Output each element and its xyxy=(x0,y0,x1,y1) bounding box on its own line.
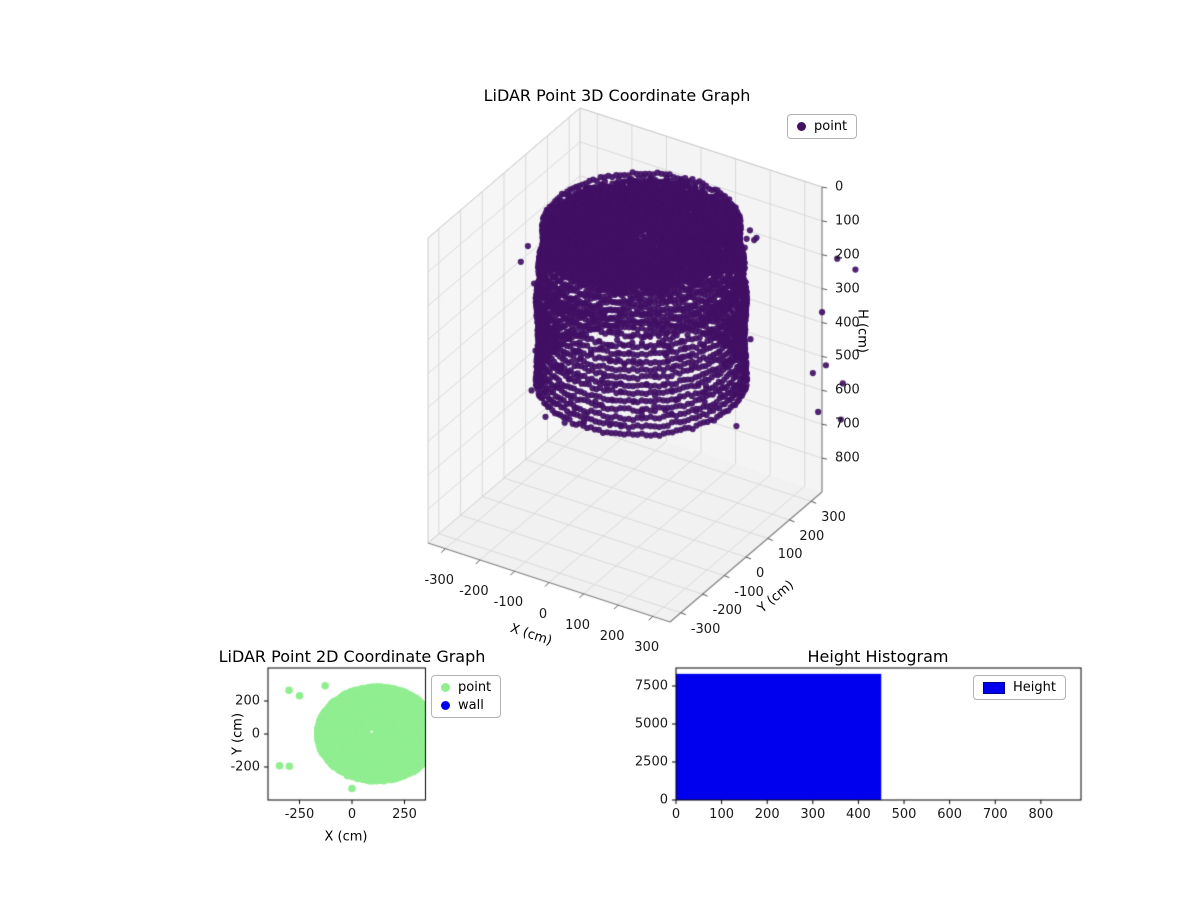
plot3d-legend: point xyxy=(787,114,858,139)
plot3d-x-tick-label: 300 xyxy=(634,640,660,656)
hist-x-tick-label: 300 xyxy=(800,807,826,822)
plot3d-y-tick-label: 100 xyxy=(777,547,803,563)
hist-x-tick-label: 600 xyxy=(937,807,963,822)
plot3d-z-tick-label: 400 xyxy=(835,315,860,331)
plot3d-y-tick-label: -200 xyxy=(712,603,743,619)
plot2d-x-tick-label: -250 xyxy=(284,807,315,822)
plot3d-point-marker xyxy=(797,122,806,131)
plot3d-z-tick-label: 200 xyxy=(835,247,860,263)
plot2d-legend-label-point: point xyxy=(458,680,492,695)
plot3d-x-tick-label: 0 xyxy=(538,606,548,622)
hist-x-tick-label: 0 xyxy=(671,807,681,822)
plot2d-point-marker xyxy=(441,683,450,692)
legend-item-height: Height xyxy=(983,680,1056,695)
hist-y-tick-label: 7500 xyxy=(634,678,668,694)
plot3d-y-tick-label: 0 xyxy=(756,566,765,581)
hist-y-tick-label: 5000 xyxy=(634,716,668,732)
legend-item-point-3d: point xyxy=(797,119,847,134)
hist-x-tick-label: 800 xyxy=(1028,807,1054,822)
plot3d-y-tick-label: -100 xyxy=(734,584,764,600)
hist-legend: Height xyxy=(973,675,1066,700)
plot2d-legend: point wall xyxy=(431,675,502,718)
plot2d-xlabel: X (cm) xyxy=(324,829,368,845)
plot2d-title: LiDAR Point 2D Coordinate Graph xyxy=(218,647,486,666)
plot3d-legend-label: point xyxy=(814,119,848,134)
plot3d-z-tick-label: 700 xyxy=(835,416,860,432)
plot3d-x-tick-label: -300 xyxy=(424,572,455,588)
plot2d-ylabel: Y (cm) xyxy=(230,712,246,756)
plot2d-x-tick-label: 0 xyxy=(347,807,357,822)
plot2d-y-tick-label: 200 xyxy=(235,693,260,709)
plot3d-z-tick-label: 600 xyxy=(835,382,860,398)
plot3d-x-tick-label: 200 xyxy=(599,629,625,645)
hist-y-tick-label: 2500 xyxy=(634,754,668,770)
hist-x-tick-label: 400 xyxy=(846,807,871,822)
hist-height-marker xyxy=(983,681,1005,694)
legend-item-wall-2d: wall xyxy=(441,698,491,713)
plot3d-x-tick-label: -200 xyxy=(459,583,489,599)
plot3d-z-tick-label: 300 xyxy=(835,281,860,297)
plot3d-z-tick-label: 0 xyxy=(835,179,844,195)
hist-x-tick-label: 500 xyxy=(891,807,917,822)
plot3d-x-tick-label: 100 xyxy=(565,617,590,633)
hist-x-tick-label: 100 xyxy=(709,807,735,822)
hist-title: Height Histogram xyxy=(807,647,949,666)
hist-x-tick-label: 200 xyxy=(754,807,780,822)
hist-y-tick-label: 0 xyxy=(659,792,668,808)
plot3d-z-tick-label: 100 xyxy=(835,213,860,229)
plot2d-wall-marker xyxy=(441,701,450,710)
hist-x-tick-label: 700 xyxy=(982,807,1008,822)
plot3d-y-tick-label: 300 xyxy=(821,510,846,526)
plot2d-y-tick-label: -200 xyxy=(230,759,260,775)
plot2d-y-tick-label: 0 xyxy=(251,726,260,742)
hist-legend-label: Height xyxy=(1013,680,1056,695)
plot3d-y-tick-label: -300 xyxy=(690,621,721,637)
plot3d-x-tick-label: -100 xyxy=(493,595,524,611)
plot2d-legend-label-wall: wall xyxy=(458,698,484,713)
plot3d-title: LiDAR Point 3D Coordinate Graph xyxy=(483,86,751,105)
plot3d-z-tick-label: 500 xyxy=(835,348,860,364)
plot3d-z-tick-label: 800 xyxy=(835,450,860,466)
legend-item-point-2d: point xyxy=(441,680,491,695)
plot3d-y-tick-label: 200 xyxy=(799,528,825,544)
plot2d-x-tick-label: 250 xyxy=(392,807,417,822)
